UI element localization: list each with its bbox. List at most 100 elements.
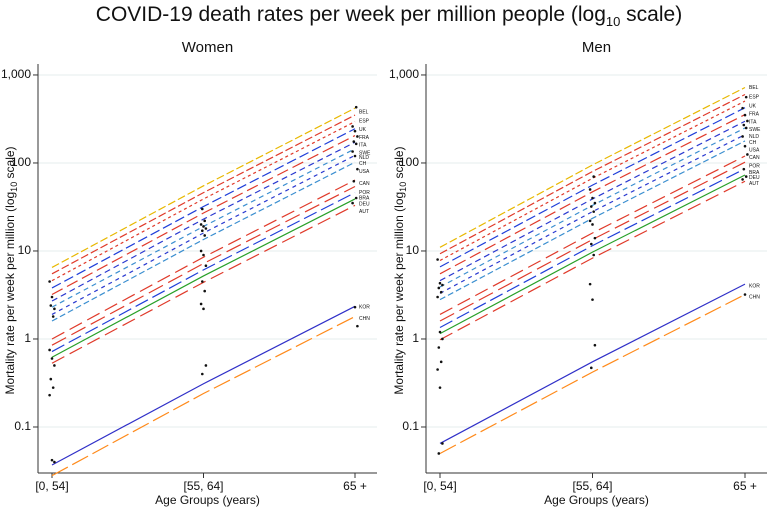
series-line-chn xyxy=(439,293,746,455)
series-line-kor xyxy=(439,283,746,444)
series-line-uk xyxy=(439,100,746,262)
series-line-aut xyxy=(439,180,746,341)
main-title-text: COVID-19 death rates per week per millio… xyxy=(95,3,606,26)
series-label-usa: USA xyxy=(749,147,760,153)
series-label-esp: ESP xyxy=(749,94,760,100)
x-axis-label: Age Groups (years) xyxy=(155,493,260,507)
series-label-bel: BEL xyxy=(749,85,759,91)
series-label-ita: ITA xyxy=(749,120,757,126)
series-line-fra xyxy=(51,128,356,289)
data-point xyxy=(441,337,444,341)
data-point xyxy=(437,452,441,455)
data-point xyxy=(53,307,56,311)
y-tick-label: 1 xyxy=(412,331,419,345)
data-point xyxy=(204,227,208,230)
data-point xyxy=(53,364,56,367)
data-point xyxy=(591,298,594,301)
data-point xyxy=(744,126,748,130)
x-tick-label: [55, 64] xyxy=(572,479,612,493)
series-label-fra: FRA xyxy=(359,135,370,141)
data-point xyxy=(202,253,205,257)
y-tick-label: 10 xyxy=(18,243,32,257)
data-point xyxy=(590,366,593,370)
x-tick-label: 65 + xyxy=(733,479,757,493)
data-point xyxy=(201,229,204,232)
data-point xyxy=(354,196,358,200)
data-point xyxy=(51,315,55,318)
data-point xyxy=(356,324,359,328)
series-line-fra xyxy=(439,107,746,268)
series-line-can xyxy=(51,179,356,340)
x-tick-label: 65 + xyxy=(343,479,367,493)
y-axis-label: Mortality rate per week per million (log… xyxy=(3,146,19,394)
series-line-ch xyxy=(51,154,356,315)
series-line-ita xyxy=(51,135,356,296)
series-label-aut: AUT xyxy=(359,209,369,215)
y-axis-label-main: Mortality rate per week per million (log xyxy=(392,192,406,395)
data-point xyxy=(351,150,354,153)
data-point xyxy=(48,280,51,283)
data-point xyxy=(437,286,441,290)
data-point xyxy=(353,129,357,133)
y-tick-label: 100 xyxy=(399,155,419,169)
data-point xyxy=(741,135,744,138)
data-point xyxy=(202,307,205,311)
data-point xyxy=(353,154,357,158)
series-line-ita xyxy=(439,114,746,275)
series-label-bra: BRA xyxy=(359,195,370,201)
y-tick-label: 0.1 xyxy=(402,419,419,433)
data-point xyxy=(746,153,749,156)
series-label-chn: CHN xyxy=(359,316,370,322)
data-point xyxy=(590,242,593,246)
panel-women: Women 0.1 1 10 100 1,000 [0, 54] [55, 64] 65 + Ag… xyxy=(1,39,377,507)
series-label-fra: FRA xyxy=(749,111,760,117)
panel-title: Men xyxy=(582,39,611,56)
series-line-bel xyxy=(439,86,746,248)
series-label-deu: DEU xyxy=(749,175,760,181)
y-axis-label-tail: scale) xyxy=(3,146,17,181)
series-label-ita: ITA xyxy=(359,142,367,148)
y-tick-label: 10 xyxy=(406,243,420,257)
y-axis-label-subscript: 10 xyxy=(398,182,408,192)
main-title-subscript: 10 xyxy=(605,14,621,30)
data-point xyxy=(50,458,54,462)
data-point xyxy=(201,280,204,283)
data-point xyxy=(203,289,206,293)
data-point xyxy=(201,372,204,376)
series-label-uk: UK xyxy=(749,104,757,110)
data-point xyxy=(438,281,442,285)
series-line-esp xyxy=(51,114,356,275)
data-point xyxy=(48,348,51,352)
data-point xyxy=(202,225,205,228)
series-label-bel: BEL xyxy=(359,109,369,115)
data-point xyxy=(593,343,597,347)
series-label-chn: CHN xyxy=(749,294,760,300)
series-line-bra xyxy=(51,192,356,353)
data-point xyxy=(199,223,203,226)
data-point xyxy=(354,142,358,146)
data-point xyxy=(746,119,749,123)
data-point xyxy=(743,293,747,296)
data-point xyxy=(588,219,592,223)
data-point xyxy=(49,304,53,307)
series-label-swe: SWE xyxy=(749,127,761,133)
series-label-nld: NLD xyxy=(359,155,369,161)
data-point xyxy=(204,364,208,367)
data-point xyxy=(593,201,597,205)
data-point xyxy=(351,201,354,205)
data-point xyxy=(199,302,203,306)
series-label-ch: CH xyxy=(359,161,367,167)
series-label-usa: USA xyxy=(359,169,370,175)
data-point xyxy=(353,305,357,309)
data-point xyxy=(352,140,356,143)
data-point xyxy=(592,253,595,257)
series-line-por xyxy=(439,161,746,322)
data-point xyxy=(48,393,51,397)
data-point xyxy=(438,386,442,389)
series-label-aut: AUT xyxy=(749,181,759,187)
series-line-bra xyxy=(439,168,746,329)
data-point xyxy=(53,460,56,464)
data-point xyxy=(439,360,443,364)
main-title-tail: scale) xyxy=(620,3,683,26)
